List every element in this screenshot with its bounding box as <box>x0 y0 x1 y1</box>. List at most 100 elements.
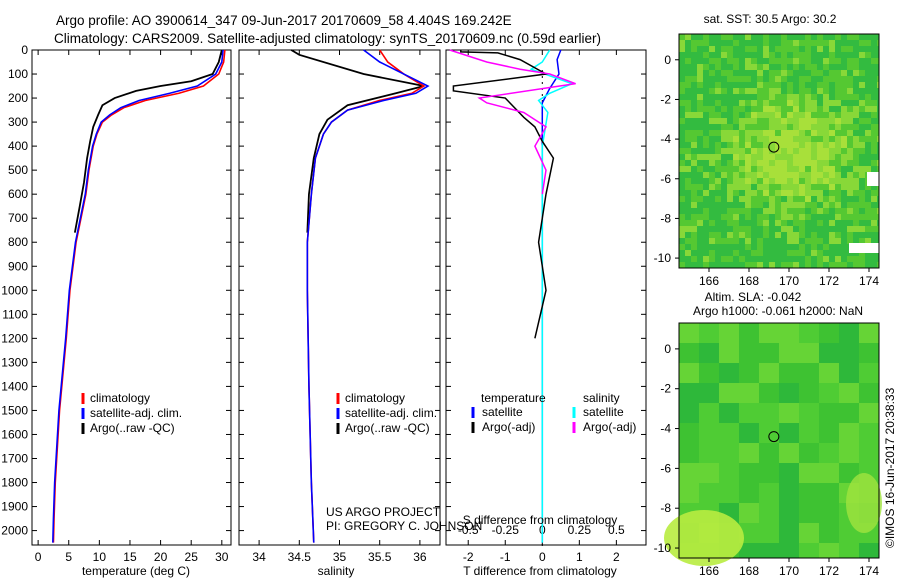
map-cell <box>781 76 787 82</box>
map-cell <box>817 202 823 208</box>
y-tick-label: 800 <box>8 235 28 249</box>
map-cell <box>823 88 829 94</box>
map-cell <box>859 262 865 268</box>
map-cell <box>835 202 841 208</box>
map-cell <box>721 40 727 46</box>
map-cell <box>775 112 781 118</box>
map-cell <box>759 443 779 463</box>
map-cell <box>823 184 829 190</box>
map-cell <box>793 250 799 256</box>
map-cell <box>769 112 775 118</box>
map-cell <box>745 58 751 64</box>
map-cell <box>745 232 751 238</box>
map-x-tick-label: 166 <box>699 564 719 578</box>
map-cell <box>829 178 835 184</box>
map-cell <box>697 94 703 100</box>
map-cell <box>745 82 751 88</box>
map-cell <box>877 76 879 82</box>
map-cell <box>685 262 691 268</box>
map-cell <box>781 220 787 226</box>
map-cell <box>811 58 817 64</box>
map-cell <box>721 154 727 160</box>
map-cell <box>679 250 685 256</box>
map-cell <box>699 363 719 383</box>
map-cell <box>697 172 703 178</box>
map-cell <box>841 232 847 238</box>
map-cell <box>787 244 793 250</box>
map-cell <box>805 208 811 214</box>
map-cell <box>685 52 691 58</box>
map-cell <box>757 100 763 106</box>
map-cell <box>877 88 879 94</box>
map-cell <box>739 543 759 558</box>
map-cell <box>877 202 879 208</box>
map-cell <box>763 160 769 166</box>
header-line-2: Climatology: CARS2009. Satellite-adjuste… <box>54 31 601 46</box>
map-cell <box>775 184 781 190</box>
map-cell <box>727 220 733 226</box>
map-cell <box>757 232 763 238</box>
map-cell <box>835 70 841 76</box>
map-cell <box>775 238 781 244</box>
map-cell <box>841 184 847 190</box>
map-cell <box>847 202 853 208</box>
map-cell <box>763 250 769 256</box>
map-cell <box>775 172 781 178</box>
map-cell <box>847 262 853 268</box>
map-cell <box>715 52 721 58</box>
map-cell <box>853 124 859 130</box>
map-cell <box>715 202 721 208</box>
map-cell <box>871 238 877 244</box>
map-cell <box>721 88 727 94</box>
map-cell <box>709 238 715 244</box>
map-cell <box>715 64 721 70</box>
map-cell <box>703 184 709 190</box>
map-cell <box>793 196 799 202</box>
map-cell <box>847 124 853 130</box>
map-cell <box>877 160 879 166</box>
map-cell <box>733 70 739 76</box>
map-cell <box>715 262 721 268</box>
map-cell <box>757 202 763 208</box>
map-cell <box>799 88 805 94</box>
map-cell <box>841 154 847 160</box>
map-cell <box>763 208 769 214</box>
map-cell <box>793 130 799 136</box>
map-cell <box>721 136 727 142</box>
map-x-tick-label: 170 <box>779 274 799 288</box>
map-cell <box>739 118 745 124</box>
map-cell <box>685 196 691 202</box>
map-cell <box>787 112 793 118</box>
map-cell <box>739 202 745 208</box>
map-cell <box>721 46 727 52</box>
map-cell <box>715 226 721 232</box>
map-cell <box>823 130 829 136</box>
map-cell <box>699 383 719 403</box>
map-cell <box>733 52 739 58</box>
temperature-xlabel: temperature (deg C) <box>82 564 190 578</box>
map-cell <box>787 226 793 232</box>
map-cell <box>757 226 763 232</box>
map-cell <box>709 58 715 64</box>
map-cell <box>703 46 709 52</box>
map-cell <box>715 94 721 100</box>
map-cell <box>871 52 877 58</box>
map-cell <box>685 40 691 46</box>
map-cell <box>685 178 691 184</box>
map-cell <box>865 208 871 214</box>
map-cell <box>865 94 871 100</box>
map-cell <box>871 46 877 52</box>
map-cell <box>745 214 751 220</box>
map-cell <box>877 238 879 244</box>
map-cell <box>793 148 799 154</box>
map-cell <box>709 220 715 226</box>
map-cell <box>691 106 697 112</box>
map-cell <box>779 423 799 443</box>
map-cell <box>739 100 745 106</box>
map-cell <box>757 34 763 40</box>
map-cell <box>775 124 781 130</box>
map-cell <box>853 118 859 124</box>
map-cell <box>769 226 775 232</box>
map-cell <box>721 52 727 58</box>
